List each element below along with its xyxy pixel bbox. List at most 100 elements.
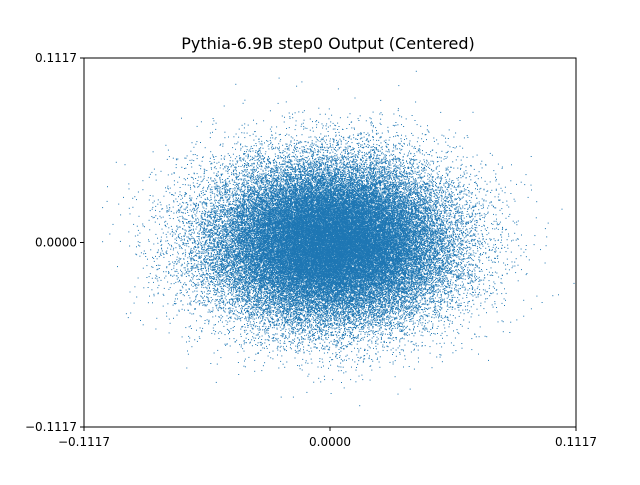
scatter-point (334, 155, 335, 156)
scatter-point (358, 301, 359, 302)
scatter-point (438, 232, 439, 233)
scatter-point (460, 212, 461, 213)
scatter-point (231, 204, 232, 205)
scatter-point (213, 258, 214, 259)
scatter-point (311, 305, 312, 306)
scatter-point (393, 147, 394, 148)
scatter-point (518, 280, 519, 281)
scatter-point (389, 317, 390, 318)
scatter-point (245, 215, 246, 216)
scatter-point (224, 228, 225, 229)
scatter-point (393, 144, 394, 145)
scatter-point (420, 300, 421, 301)
scatter-point (467, 137, 468, 138)
scatter-point (372, 310, 373, 311)
scatter-point (315, 171, 316, 172)
scatter-point (406, 284, 407, 285)
scatter-point (468, 278, 469, 279)
scatter-point (489, 202, 490, 203)
scatter-point (482, 233, 483, 234)
scatter-point (170, 218, 171, 219)
scatter-point (448, 213, 449, 214)
scatter-point (296, 308, 297, 309)
scatter-point (384, 197, 385, 198)
scatter-point (206, 208, 207, 209)
scatter-point (351, 342, 352, 343)
scatter-point (352, 322, 353, 323)
scatter-point (323, 152, 324, 153)
scatter-point (310, 331, 311, 332)
scatter-point (220, 145, 221, 146)
scatter-point (479, 292, 480, 293)
scatter-point (338, 335, 339, 336)
scatter-point (275, 171, 276, 172)
scatter-point (372, 130, 373, 131)
scatter-point (345, 169, 346, 170)
scatter-point (443, 215, 444, 216)
scatter-point (284, 160, 285, 161)
scatter-point (183, 184, 184, 185)
scatter-point (381, 327, 382, 328)
scatter-point (185, 267, 186, 268)
scatter-point (423, 171, 424, 172)
scatter-point (463, 156, 464, 157)
scatter-point (402, 337, 403, 338)
scatter-point (221, 286, 222, 287)
scatter-point (295, 158, 296, 159)
scatter-point (459, 206, 460, 207)
scatter-point (448, 183, 449, 184)
scatter-point (423, 317, 424, 318)
scatter-point (284, 341, 285, 342)
scatter-point (234, 321, 235, 322)
scatter-point (392, 312, 393, 313)
scatter-point (399, 195, 400, 196)
scatter-point (479, 171, 480, 172)
scatter-point (387, 334, 388, 335)
scatter-point (438, 143, 439, 144)
scatter-point (239, 232, 240, 233)
scatter-point (227, 329, 228, 330)
scatter-point (227, 217, 228, 218)
scatter-point (472, 292, 473, 293)
scatter-point (308, 316, 309, 317)
scatter-point (201, 191, 202, 192)
scatter-point (240, 197, 241, 198)
scatter-point (403, 168, 404, 169)
scatter-point (441, 192, 442, 193)
scatter-point (236, 176, 237, 177)
scatter-point (230, 274, 231, 275)
scatter-point (438, 300, 439, 301)
scatter-point (239, 316, 240, 317)
scatter-point (291, 136, 292, 137)
scatter-point (371, 149, 372, 150)
scatter-point (182, 274, 183, 275)
scatter-point (341, 160, 342, 161)
scatter-point (209, 311, 210, 312)
scatter-point (163, 254, 164, 255)
scatter-point (332, 315, 333, 316)
scatter-point (176, 240, 177, 241)
scatter-point (255, 179, 256, 180)
scatter-point (392, 333, 393, 334)
scatter-point (472, 280, 473, 281)
scatter-point (462, 228, 463, 229)
scatter-point (284, 173, 285, 174)
scatter-point (295, 304, 296, 305)
scatter-point (179, 262, 180, 263)
scatter-point (247, 327, 248, 328)
scatter-point (350, 113, 351, 114)
scatter-point (388, 315, 389, 316)
scatter-point (256, 169, 257, 170)
scatter-point (446, 258, 447, 259)
scatter-point (466, 251, 467, 252)
scatter-point (468, 290, 469, 291)
scatter-point (242, 159, 243, 160)
scatter-point (457, 305, 458, 306)
scatter-point (200, 276, 201, 277)
scatter-point (239, 300, 240, 301)
scatter-point (359, 173, 360, 174)
scatter-point (240, 320, 241, 321)
scatter-point (235, 223, 236, 224)
scatter-point (310, 348, 311, 349)
